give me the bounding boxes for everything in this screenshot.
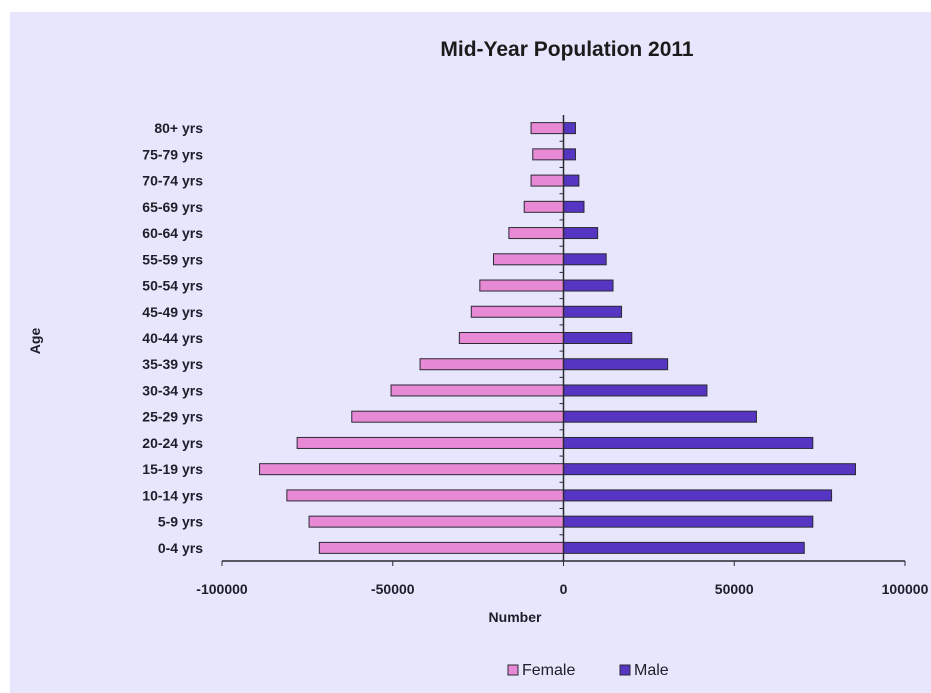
y-tick-label-45-49-yrs: 45-49 yrs <box>142 304 203 320</box>
bar-female-50-54-yrs <box>479 279 564 292</box>
legend-label-male: Male <box>634 662 669 679</box>
y-tick-label-75-79-yrs: 75-79 yrs <box>142 146 203 162</box>
y-tick-label-35-39-yrs: 35-39 yrs <box>142 356 203 372</box>
y-tick-label-0-4-yrs: 0-4 yrs <box>158 540 203 556</box>
y-tick-label-15-19-yrs: 15-19 yrs <box>142 461 203 477</box>
bar-female-75-79-yrs <box>532 148 565 161</box>
bar-male-80plus-yrs <box>563 122 576 135</box>
bar-male-60-64-yrs <box>563 227 599 240</box>
x-tick-label-4: 100000 <box>882 581 929 597</box>
bar-female-0-4-yrs <box>318 541 565 554</box>
labels-layer: 0-4 yrs 5-9 yrs 10-14 yrs 15-19 yrs 20-24 yr… <box>142 120 928 597</box>
legend: Female Male <box>507 662 669 679</box>
bar-female-35-39-yrs <box>419 358 564 371</box>
y-axis-title: Age <box>27 328 43 355</box>
bar-female-70-74-yrs <box>530 174 564 187</box>
bar-male-55-59-yrs <box>563 253 607 266</box>
y-tick-label-80plus-yrs: 80+ yrs <box>154 120 203 136</box>
legend-swatch-female <box>507 664 519 676</box>
y-tick-label-65-69-yrs: 65-69 yrs <box>142 199 203 215</box>
bar-male-15-19-yrs <box>563 463 856 476</box>
bar-male-75-79-yrs <box>563 148 576 161</box>
plot-background <box>10 12 931 693</box>
x-axis-title: Number <box>489 609 542 625</box>
bars-layer <box>259 122 856 554</box>
bar-male-45-49-yrs <box>563 305 623 318</box>
bar-male-65-69-yrs <box>563 200 585 213</box>
y-tick-label-20-24-yrs: 20-24 yrs <box>142 435 203 451</box>
y-tick-label-40-44-yrs: 40-44 yrs <box>142 330 203 346</box>
bar-female-80plus-yrs <box>530 122 564 135</box>
bar-female-45-49-yrs <box>470 305 565 318</box>
bar-male-5-9-yrs <box>563 515 814 528</box>
bar-female-55-59-yrs <box>492 253 564 266</box>
axes-layer <box>221 115 906 566</box>
x-tick-label-0: -100000 <box>196 581 248 597</box>
bar-male-25-29-yrs <box>563 410 757 423</box>
bar-female-20-24-yrs <box>296 436 564 449</box>
y-tick-label-60-64-yrs: 60-64 yrs <box>142 225 203 241</box>
y-tick-label-70-74-yrs: 70-74 yrs <box>142 173 203 189</box>
bar-female-30-34-yrs <box>390 384 565 397</box>
legend-label-female: Female <box>522 662 575 679</box>
y-tick-label-10-14-yrs: 10-14 yrs <box>142 487 203 503</box>
bar-female-25-29-yrs <box>351 410 564 423</box>
y-tick-label-50-54-yrs: 50-54 yrs <box>142 278 203 294</box>
y-tick-label-55-59-yrs: 55-59 yrs <box>142 251 203 267</box>
bar-female-40-44-yrs <box>458 332 564 344</box>
bar-male-30-34-yrs <box>563 384 708 397</box>
bar-male-70-74-yrs <box>563 174 580 187</box>
bar-male-35-39-yrs <box>563 358 669 371</box>
legend-swatch-male <box>619 664 631 676</box>
x-tick-label-1: -50000 <box>371 581 415 597</box>
bar-male-10-14-yrs <box>563 489 833 502</box>
bar-male-0-4-yrs <box>563 541 805 554</box>
y-tick-label-5-9-yrs: 5-9 yrs <box>158 514 203 530</box>
x-tick-label-3: 50000 <box>715 581 754 597</box>
bar-female-5-9-yrs <box>308 515 564 528</box>
y-tick-label-30-34-yrs: 30-34 yrs <box>142 382 203 398</box>
y-tick-label-25-29-yrs: 25-29 yrs <box>142 409 203 425</box>
bar-female-15-19-yrs <box>259 463 564 476</box>
bar-male-20-24-yrs <box>563 436 814 449</box>
x-tick-label-2: 0 <box>560 581 568 597</box>
chart-title: Mid-Year Population 2011 <box>440 38 694 61</box>
bar-female-65-69-yrs <box>523 200 564 213</box>
bar-male-40-44-yrs <box>563 332 633 344</box>
bar-female-10-14-yrs <box>286 489 564 502</box>
bar-male-50-54-yrs <box>563 279 614 292</box>
bar-female-60-64-yrs <box>508 227 564 240</box>
